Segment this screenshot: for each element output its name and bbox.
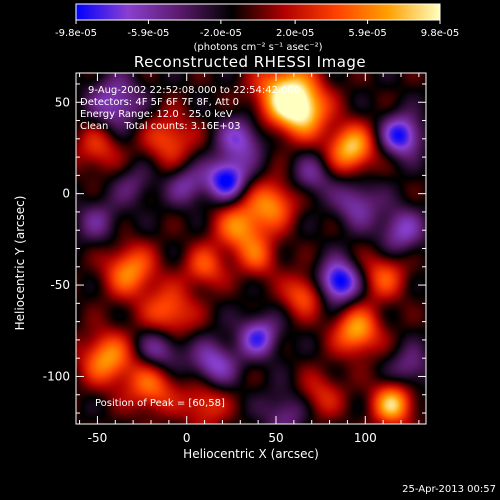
- x-axis-ticks: [79, 73, 420, 424]
- x-tick-label: 100: [354, 431, 377, 445]
- colorbar-ticks: [75, 20, 441, 24]
- x-tick-label: 50: [268, 431, 283, 445]
- x-tick-label: -50: [88, 431, 108, 445]
- y-tick-label: 0: [62, 187, 70, 201]
- chart-title: Reconstructed RHESSI Image: [133, 53, 367, 71]
- colorbar-tick-label-0: -9.8e-05: [55, 28, 97, 39]
- colorbar: [75, 3, 441, 21]
- colorbar-tick-label-2: -2.0e-05: [200, 28, 242, 39]
- y-tick-label: 50: [55, 95, 70, 109]
- colorbar-panel: -9.8e-05 -5.9e-05 -2.0e-05 2.0e-05 5.9e-…: [55, 3, 459, 53]
- info-time-range: 9-Aug-2002 22:52:08.000 to 22:54:42.000: [88, 85, 301, 96]
- y-tick-label: -50: [50, 278, 70, 292]
- y-axis-label: Heliocentric Y (arcsec): [13, 196, 27, 331]
- info-energy-range: Energy Range: 12.0 - 25.0 keV: [80, 109, 233, 120]
- colorbar-tick-label-4: 5.9e-05: [348, 28, 386, 39]
- x-axis-label: Heliocentric X (arcsec): [183, 447, 319, 461]
- colorbar-tick-label-5: 9.8e-05: [421, 28, 459, 39]
- y-axis-ticks: [76, 83, 426, 414]
- x-tick-label: 0: [183, 431, 191, 445]
- colorbar-tick-label-3: 2.0e-05: [276, 28, 314, 39]
- colorbar-unit-label: (photons cm⁻² s⁻¹ asec⁻²): [193, 42, 322, 53]
- info-detectors: Detectors: 4F 5F 6F 7F 8F, Att 0: [80, 97, 240, 108]
- heatmap-image: [76, 73, 426, 424]
- info-counts: Clean Total counts: 3.16E+03: [80, 121, 241, 132]
- colorbar-tick-label-1: -5.9e-05: [127, 28, 169, 39]
- footer-timestamp: 25-Apr-2013 00:57: [402, 484, 496, 495]
- peak-position-label: Position of Peak = [60,58]: [95, 398, 225, 409]
- y-tick-label: -100: [43, 369, 70, 383]
